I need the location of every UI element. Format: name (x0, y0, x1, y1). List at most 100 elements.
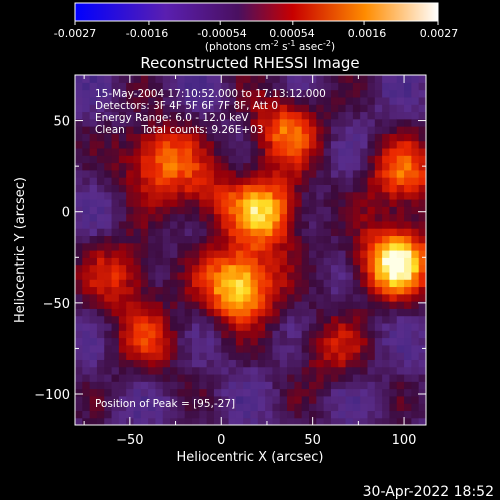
heatmap-cell (140, 388, 149, 397)
heatmap-cell (294, 381, 303, 390)
heatmap-cell (126, 140, 135, 149)
heatmap-cell (111, 89, 120, 98)
heatmap-cell (418, 373, 426, 382)
heatmap-cell (148, 126, 157, 134)
heatmap-cell (301, 359, 310, 368)
heatmap-cell (396, 352, 405, 360)
heatmap-cell (345, 162, 354, 171)
heatmap-cell (367, 286, 376, 295)
heatmap-cell (367, 162, 376, 171)
heatmap-cell (330, 388, 339, 397)
heatmap-cell (126, 191, 135, 200)
heatmap-cell (184, 301, 193, 309)
heatmap-cell (323, 301, 332, 309)
heatmap-cell (104, 147, 113, 156)
heatmap-cell (265, 140, 274, 149)
heatmap-cell (294, 155, 303, 164)
heatmap-cell (199, 111, 208, 120)
heatmap-cell (257, 242, 266, 251)
heatmap-cell (177, 213, 186, 222)
heatmap-cell (118, 169, 127, 178)
heatmap-cell (96, 395, 105, 404)
heatmap-cell (294, 257, 303, 266)
heatmap-cell (360, 206, 369, 215)
heatmap-cell (316, 279, 325, 288)
heatmap-cell (243, 133, 252, 142)
heatmap-cell (206, 242, 215, 251)
heatmap-cell (382, 352, 391, 360)
heatmap-cell (184, 315, 193, 324)
heatmap-cell (213, 191, 222, 200)
heatmap-cell (279, 344, 288, 353)
heatmap-cell (140, 89, 149, 98)
heatmap-cell (404, 126, 412, 134)
heatmap-cell (75, 206, 83, 215)
heatmap-cell (352, 293, 361, 302)
heatmap-cell (338, 228, 347, 237)
heatmap-cell (89, 96, 98, 105)
heatmap-cell (148, 213, 157, 222)
heatmap-cell (338, 322, 347, 331)
heatmap-cell (162, 75, 171, 83)
heatmap-cell (206, 220, 215, 229)
heatmap-cell (294, 286, 303, 295)
heatmap-cell (367, 395, 376, 404)
heatmap-cell (155, 301, 164, 309)
heatmap-cell (294, 337, 303, 346)
heatmap-cell (338, 293, 347, 302)
heatmap-cell (287, 381, 295, 390)
heatmap-cell (111, 104, 120, 113)
heatmap-cell (228, 403, 237, 412)
heatmap-cell (330, 228, 339, 237)
heatmap-cell (155, 96, 164, 105)
heatmap-cell (148, 89, 157, 98)
heatmap-cell (279, 271, 288, 280)
heatmap-cell (382, 286, 391, 295)
heatmap-cell (352, 228, 361, 237)
heatmap-cell (411, 228, 420, 237)
heatmap-cell (118, 104, 127, 113)
heatmap-cell (294, 315, 303, 324)
heatmap-cell (301, 213, 310, 222)
heatmap-cell (404, 271, 412, 280)
heatmap-cell (82, 388, 91, 397)
heatmap-cell (265, 330, 274, 339)
heatmap-cell (89, 155, 98, 164)
heatmap-cell (228, 177, 237, 185)
heatmap-cell (184, 206, 193, 215)
heatmap-cell (294, 213, 303, 222)
heatmap-cell (243, 147, 252, 156)
heatmap-cell (184, 242, 193, 251)
heatmap-cell (396, 373, 405, 382)
heatmap-cell (323, 155, 332, 164)
heatmap-cell (404, 366, 412, 375)
heatmap-cell (75, 235, 83, 244)
heatmap-cell (148, 322, 157, 331)
heatmap-cell (396, 213, 405, 222)
heatmap-cell (265, 417, 274, 425)
heatmap-cell (126, 301, 135, 309)
heatmap-cell (235, 118, 244, 127)
heatmap-cell (199, 75, 208, 83)
heatmap-cell (257, 388, 266, 397)
heatmap-cell (155, 271, 164, 280)
heatmap-cell (389, 206, 398, 215)
heatmap-cell (301, 177, 310, 185)
heatmap-cell (411, 213, 420, 222)
heatmap-cell (89, 89, 98, 98)
heatmap-cell (148, 191, 157, 200)
heatmap-cell (104, 381, 113, 390)
heatmap-cell (301, 220, 310, 229)
heatmap-cell (184, 184, 193, 193)
heatmap-cell (162, 315, 171, 324)
heatmap-cell (338, 352, 347, 360)
heatmap-cell (345, 177, 354, 185)
heatmap-cell (82, 133, 91, 142)
heatmap-cell (396, 250, 405, 258)
heatmap-cell (133, 96, 142, 105)
heatmap-cell (250, 118, 259, 127)
heatmap-cell (382, 381, 391, 390)
heatmap-cell (360, 118, 369, 127)
heatmap-cell (82, 82, 91, 91)
heatmap-cell (126, 235, 135, 244)
